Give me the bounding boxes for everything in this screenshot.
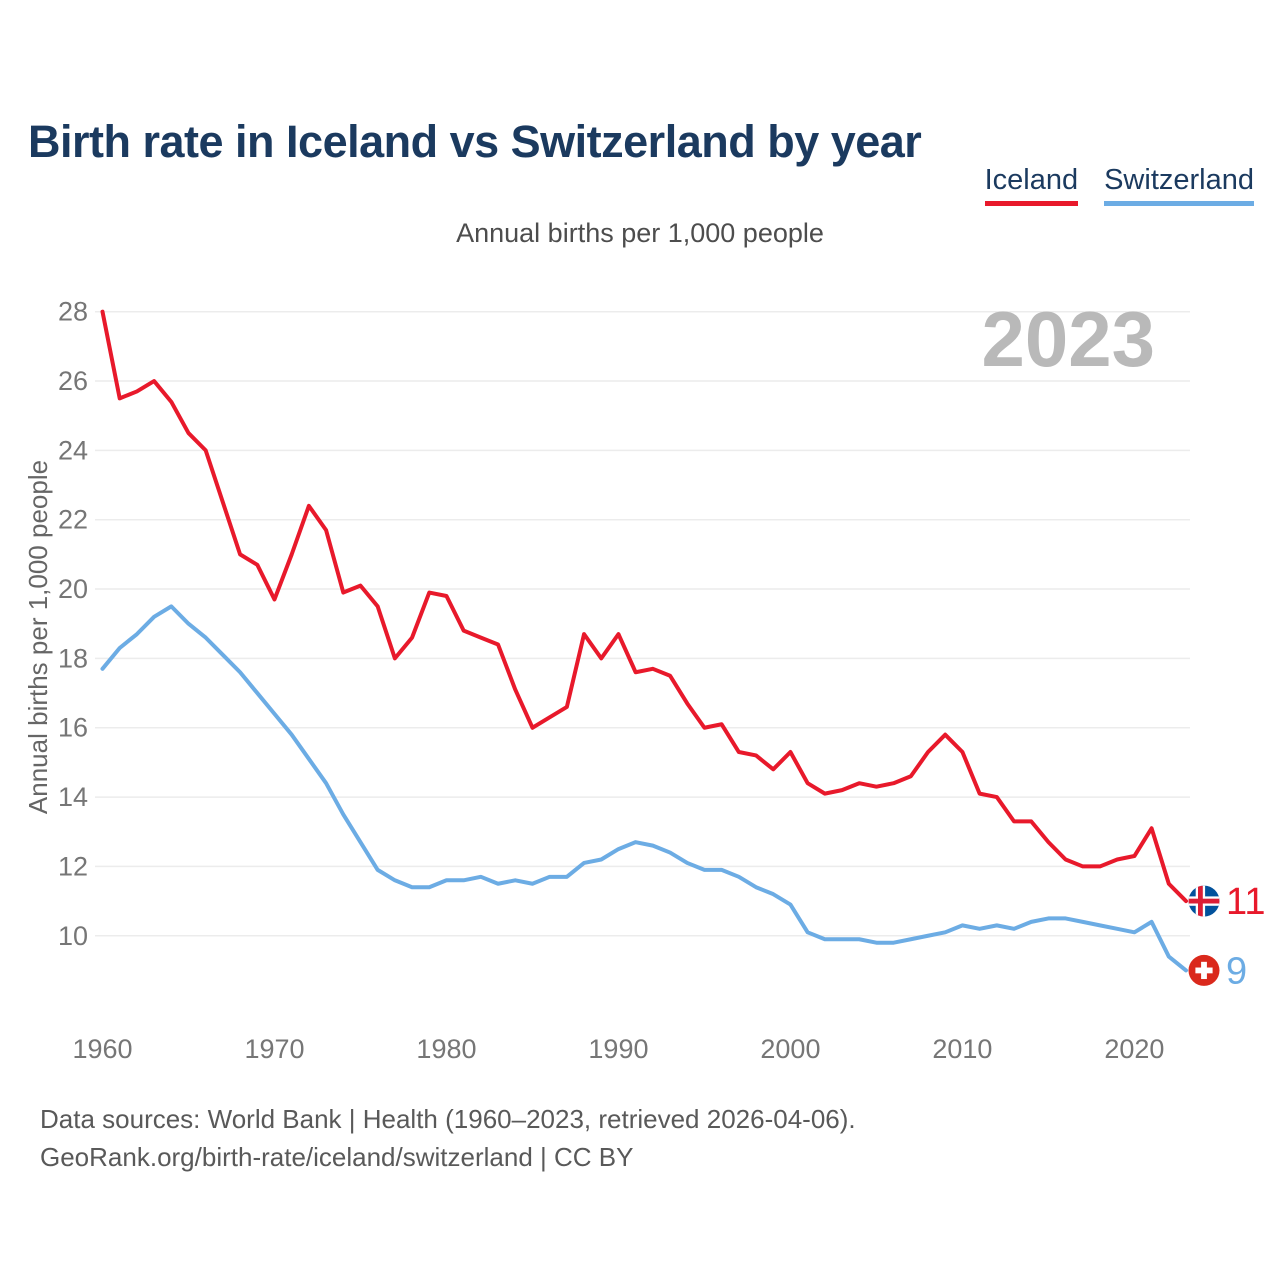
footer-data-sources: Data sources: World Bank | Health (1960–…	[40, 1104, 856, 1134]
end-value-label-iceland: 11	[1226, 881, 1265, 923]
chart-subtitle: Annual births per 1,000 people	[456, 218, 824, 248]
x-tick-label: 2010	[932, 1034, 992, 1064]
y-tick-label: 14	[58, 782, 88, 812]
footer-attribution: GeoRank.org/birth-rate/iceland/switzerla…	[40, 1142, 634, 1172]
y-tick-label: 16	[58, 713, 88, 743]
x-tick-label: 1980	[416, 1034, 476, 1064]
iceland-flag-icon	[1188, 885, 1220, 917]
y-tick-label: 26	[58, 366, 88, 396]
y-axis-title: Annual births per 1,000 people	[23, 460, 53, 814]
page-title: Birth rate in Iceland vs Switzerland by …	[28, 116, 922, 168]
footer: Data sources: World Bank | Health (1960–…	[40, 1100, 856, 1176]
legend-item-switzerland[interactable]: Switzerland	[1104, 164, 1254, 206]
y-tick-label: 18	[58, 643, 88, 673]
switzerland-flag-icon	[1188, 954, 1220, 986]
x-tick-label: 2000	[760, 1034, 820, 1064]
end-value-label-switzerland: 9	[1226, 950, 1247, 992]
x-tick-label: 1970	[244, 1034, 304, 1064]
x-tick-label: 2020	[1104, 1034, 1164, 1064]
y-tick-label: 24	[58, 435, 88, 465]
x-tick-label: 1960	[72, 1034, 132, 1064]
y-tick-label: 12	[58, 851, 88, 881]
x-tick-label: 1990	[588, 1034, 648, 1064]
legend: Iceland Switzerland	[984, 164, 1254, 206]
y-tick-label: 20	[58, 574, 88, 604]
y-tick-label: 10	[58, 921, 88, 951]
y-tick-label: 22	[58, 505, 88, 535]
y-tick-label: 28	[58, 297, 88, 327]
legend-item-iceland[interactable]: Iceland	[984, 164, 1079, 206]
watermark-year: 2023	[981, 295, 1155, 383]
series-line-iceland	[100, 309, 1188, 904]
series-line-switzerland	[100, 604, 1188, 973]
